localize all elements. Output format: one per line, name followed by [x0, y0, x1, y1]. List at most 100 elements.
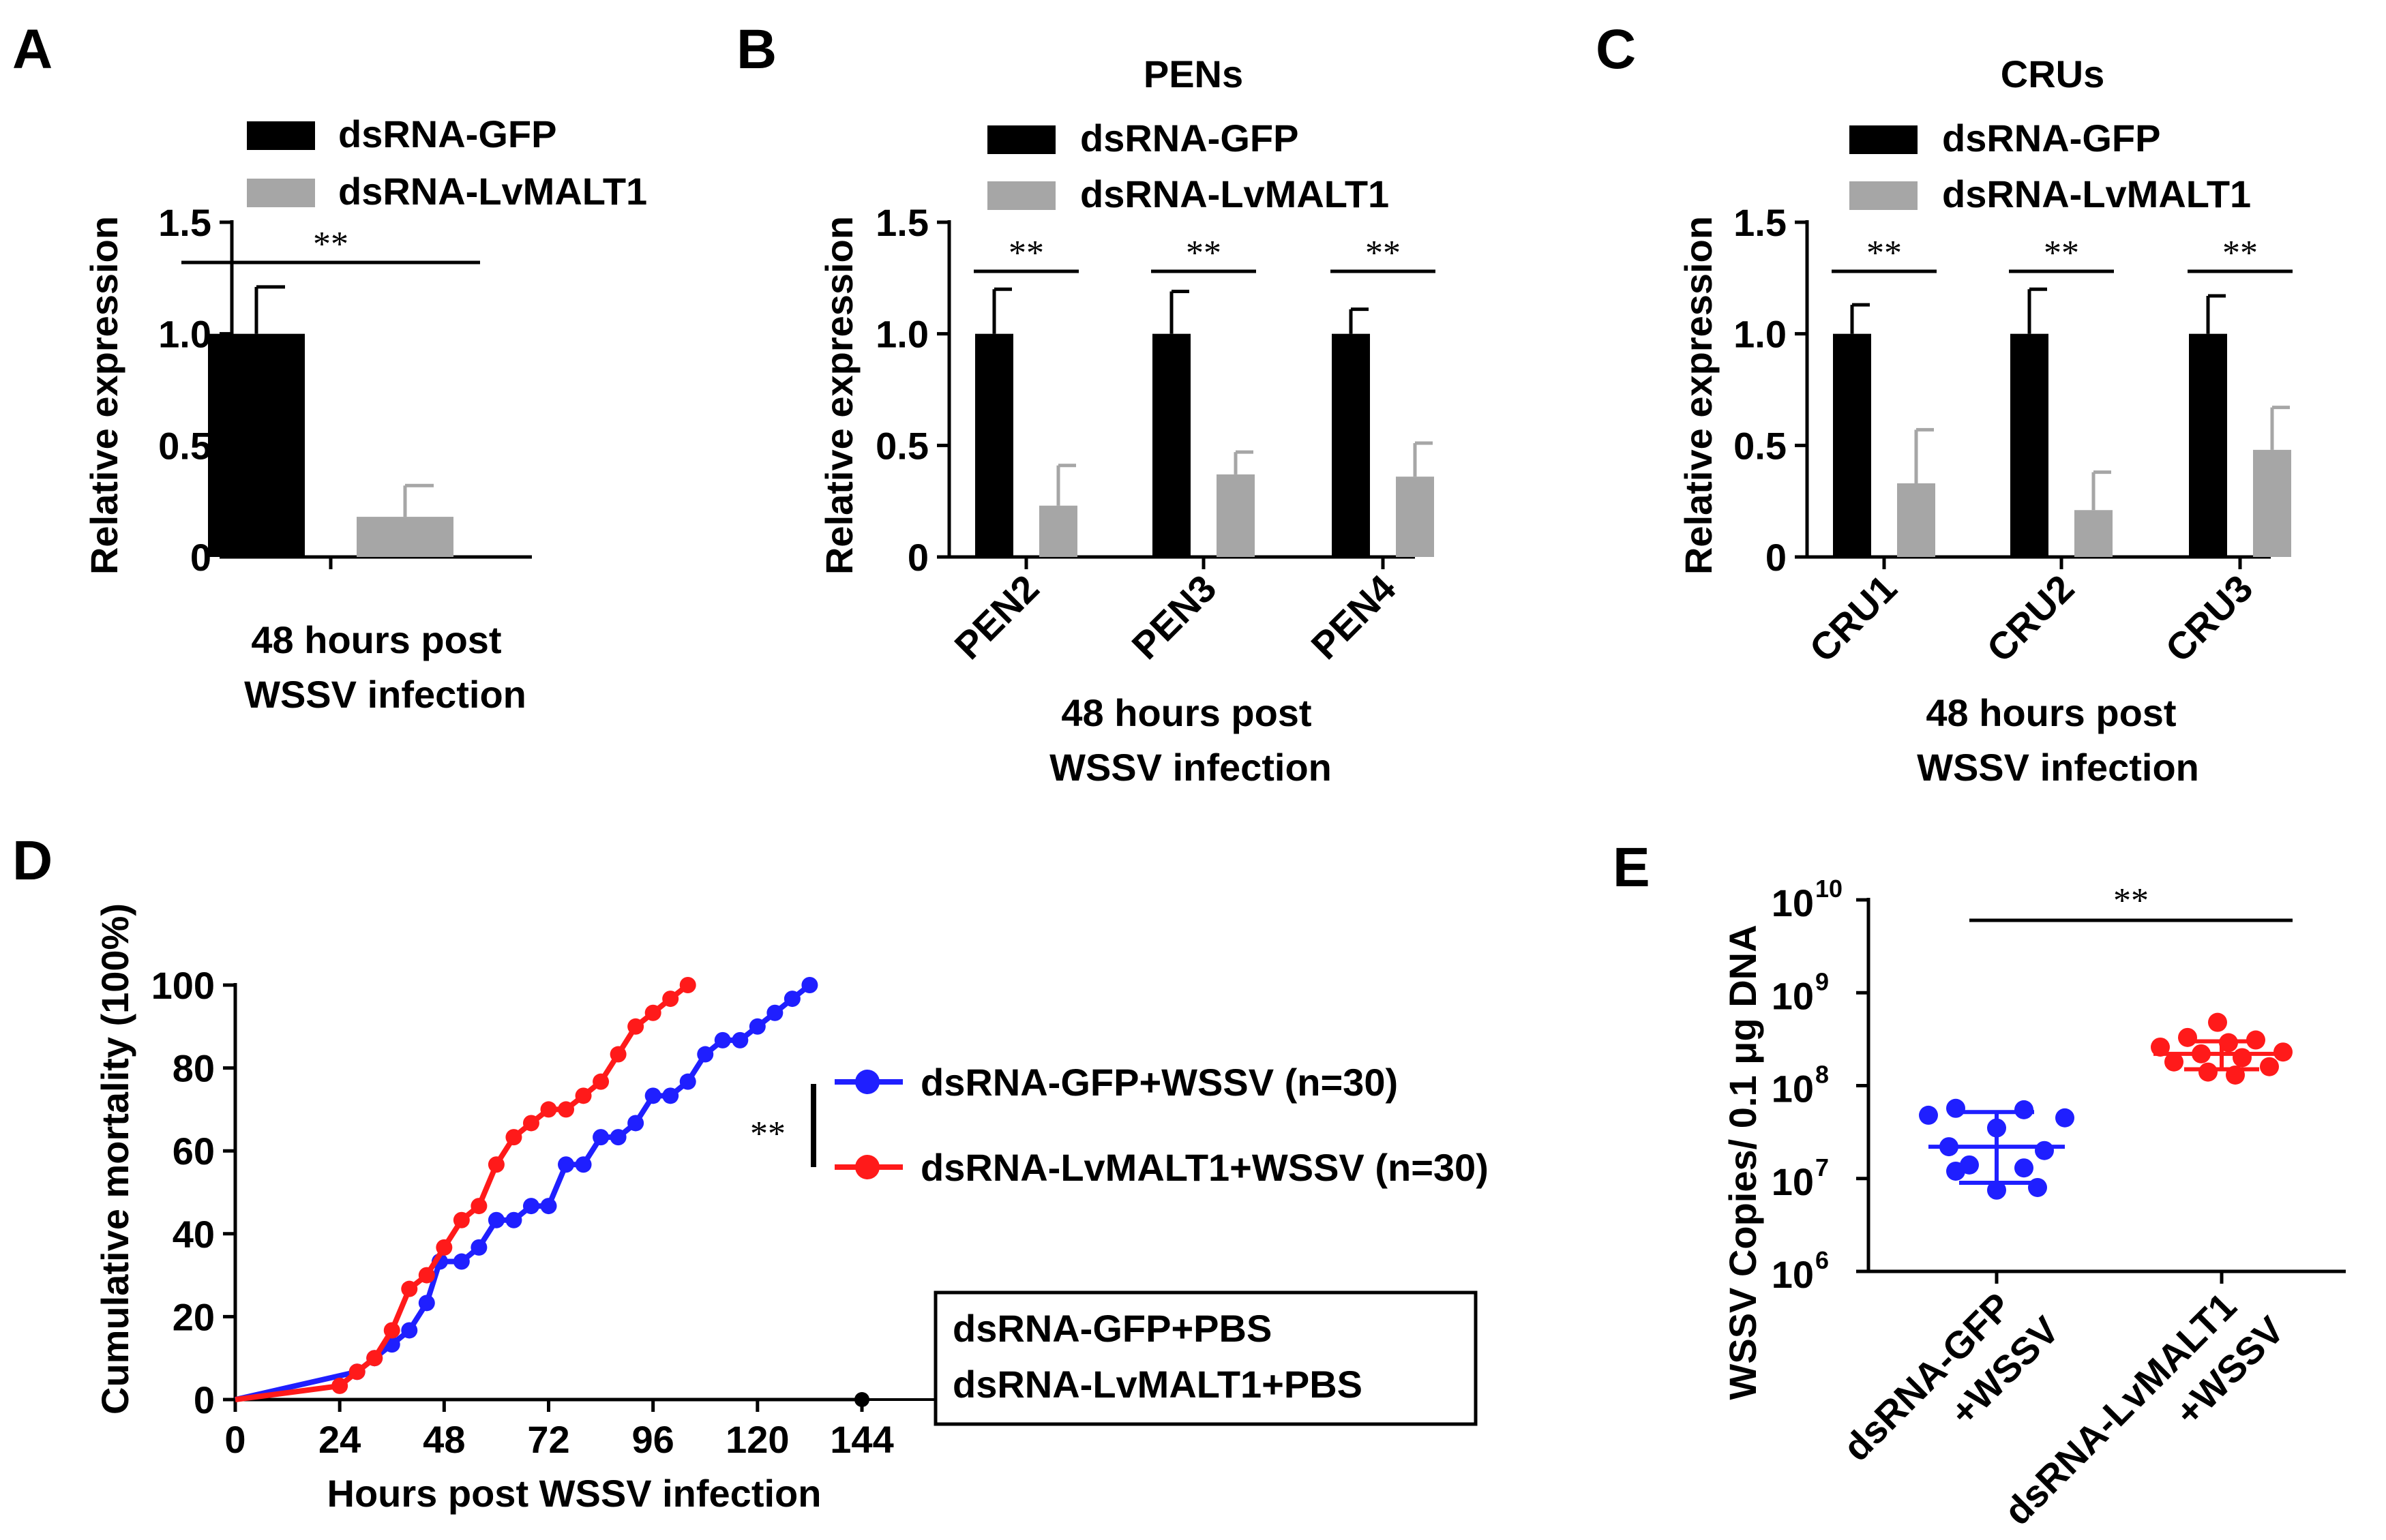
data-point-red [2178, 1027, 2197, 1047]
data-point-red [522, 1115, 539, 1132]
data-point-blue [662, 1087, 679, 1104]
y-tick-label: 100 [151, 964, 215, 1007]
y-tick-label-exponent: 8 [1815, 1061, 1829, 1089]
data-point-red [2233, 1048, 2252, 1068]
panel-a-legend-malt1: dsRNA-LvMALT1 [338, 170, 647, 213]
data-point-blue [2014, 1100, 2033, 1119]
x-tick-label: PEN4 [1302, 567, 1403, 667]
panel-d-legend-malt1: dsRNA-LvMALT1+WSSV (n=30) [921, 1146, 1489, 1189]
y-tick-label: 0 [908, 536, 929, 579]
data-point-blue [627, 1115, 644, 1132]
data-point-red [383, 1322, 400, 1339]
x-tick-label: PEN2 [946, 567, 1047, 667]
data-point-blue [679, 1073, 696, 1090]
data-point-blue [471, 1239, 488, 1256]
bar-malt1 [1396, 477, 1434, 557]
panel-d-plot: 0 20 40 60 80 100 0 24 48 72 96 120 144 [151, 964, 894, 1461]
data-point-red [679, 977, 696, 993]
y-tick-label: 0.5 [158, 424, 211, 467]
data-point-blue [1919, 1105, 1938, 1125]
series-line-blue [235, 982, 811, 1402]
panel-d-significance-label: ** [750, 1115, 786, 1153]
panel-e-y-axis-label: WSSV Copies/ 0.1 μg DNA [1721, 924, 1764, 1400]
significance-label: ** [2044, 234, 2079, 273]
bar-gfp [1152, 333, 1191, 557]
panel-a-x-label-line2: WSSV infection [244, 673, 526, 716]
y-tick-label: 1.0 [1733, 313, 1787, 356]
significance-label: ** [313, 225, 348, 264]
panel-c-y-axis-label: Relative expression [1677, 216, 1720, 575]
data-point-red [348, 1363, 366, 1380]
data-point-blue [2055, 1108, 2074, 1128]
panel-d: D Cumulative mortality (100%) Hours post… [12, 830, 1489, 1515]
significance-label: ** [2222, 234, 2258, 273]
y-tick-label-base: 10 [1772, 1068, 1814, 1111]
data-point-blue [644, 1087, 661, 1104]
panel-a-legend-gfp: dsRNA-GFP [338, 112, 556, 155]
data-point-blue [714, 1031, 731, 1048]
panel-b-legend-malt1: dsRNA-LvMALT1 [1080, 172, 1389, 215]
y-tick-label-exponent: 6 [1815, 1246, 1829, 1274]
data-point-blue [1987, 1180, 2006, 1200]
data-point-red [453, 1211, 470, 1228]
panel-d-legend-gfp: dsRNA-GFP+WSSV (n=30) [921, 1061, 1398, 1104]
data-point-red [2208, 1012, 2227, 1032]
panel-d-x-axis-label: Hours post WSSV infection [327, 1472, 822, 1515]
y-tick-label: 1.5 [1733, 201, 1787, 244]
data-point-red [2198, 1062, 2218, 1082]
data-point-blue [540, 1198, 557, 1215]
data-point-blue [697, 1046, 714, 1063]
y-tick-label-exponent: 7 [1815, 1153, 1829, 1181]
panel-d-y-axis-label: Cumulative mortality (100%) [93, 903, 136, 1415]
panel-a: A dsRNA-GFP dsRNA-LvMALT1 Relative expre… [12, 18, 647, 716]
panel-a-y-axis-label: Relative expression [83, 216, 125, 575]
data-point-red [558, 1101, 575, 1118]
y-tick-label-exponent: 9 [1815, 967, 1829, 995]
data-point-blue [505, 1211, 522, 1228]
bar-malt1 [357, 517, 453, 557]
significance-label: ** [1866, 234, 1902, 273]
data-point-red [366, 1350, 383, 1367]
bar-malt1 [1217, 474, 1255, 557]
panel-c-legend-gfp: dsRNA-GFP [1942, 117, 2160, 160]
panel-d-legend-marker-gfp [855, 1070, 880, 1094]
panel-c-legend-swatch-malt1 [1849, 181, 1918, 210]
y-tick-label: 0 [190, 536, 211, 579]
panel-b-legend-gfp: dsRNA-GFP [1080, 117, 1298, 160]
panel-c-legend-malt1: dsRNA-LvMALT1 [1942, 172, 2251, 215]
panel-a-x-label-line1: 48 hours post [251, 618, 501, 661]
significance-label: ** [1365, 234, 1401, 273]
data-point-red [505, 1129, 522, 1146]
panel-b-y-axis-label: Relative expression [818, 216, 861, 575]
data-point-blue [558, 1156, 575, 1173]
panel-a-legend-swatch-gfp [247, 121, 315, 150]
significance-label: ** [1186, 234, 1221, 273]
data-point-blue [1946, 1161, 1965, 1181]
y-tick-label-base: 10 [1772, 1253, 1814, 1296]
panel-c-x-label-line2: WSSV infection [1917, 746, 2199, 789]
data-point-red [331, 1377, 348, 1394]
panel-b-title: PENs [1144, 52, 1243, 95]
data-point-red [593, 1073, 610, 1090]
panel-d-pbs-line2: dsRNA-LvMALT1+PBS [953, 1363, 1362, 1406]
bar-malt1 [1039, 505, 1077, 557]
data-point-blue [575, 1156, 592, 1173]
panel-c-x-label-line1: 48 hours post [1926, 691, 2176, 734]
data-point-blue [732, 1031, 749, 1048]
data-point-red [610, 1046, 627, 1063]
y-tick-label-base: 10 [1772, 974, 1814, 1017]
series-line-red [235, 982, 690, 1402]
bar-gfp [2189, 333, 2227, 557]
x-tick-label: CRU1 [1801, 567, 1905, 670]
y-tick-label-exponent: 10 [1815, 875, 1843, 903]
data-point-blue [766, 1004, 784, 1021]
data-point-blue [2014, 1158, 2033, 1178]
significance-label: ** [2113, 881, 2149, 920]
panel-b-plot: 0 0.5 1.0 1.5 ** PEN2 ** PEN3 ** PEN4 [876, 201, 1435, 667]
panel-b-legend-swatch-gfp [987, 125, 1056, 154]
panel-b-legend-swatch-malt1 [987, 181, 1056, 210]
y-tick-label: 0.5 [876, 424, 929, 467]
panel-b-x-label-line1: 48 hours post [1061, 691, 1311, 734]
data-point-blue [401, 1322, 418, 1339]
x-tick-label: 72 [527, 1418, 569, 1461]
